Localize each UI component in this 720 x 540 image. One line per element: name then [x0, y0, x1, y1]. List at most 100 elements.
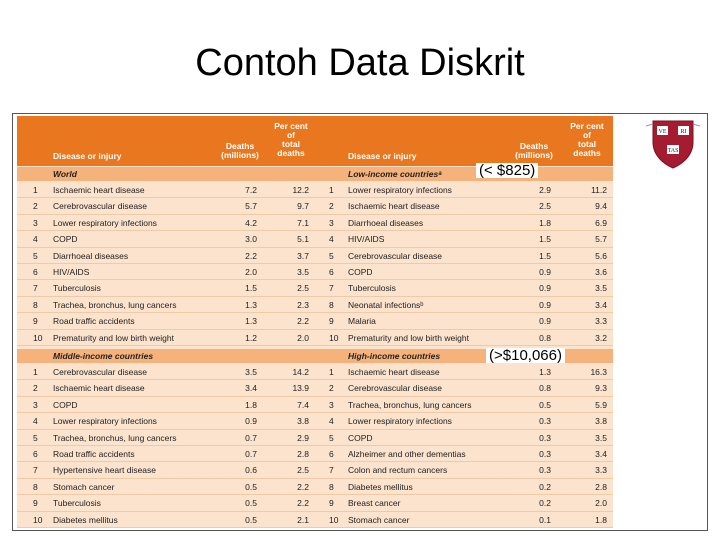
- cell-name: Tuberculosis: [53, 498, 101, 509]
- cell-deaths: 1.3: [245, 299, 257, 310]
- cell-pct: 3.4: [595, 449, 607, 459]
- header-percent-left: Per cent of total deaths: [274, 121, 308, 158]
- cell-pct: 9.7: [297, 201, 309, 212]
- cell-rank: 3: [33, 217, 38, 228]
- cell-name: Ischaemic heart disease: [348, 367, 440, 377]
- cell-name: Road traffic accidents: [53, 316, 135, 327]
- cell-name: Breast cancer: [348, 498, 401, 509]
- cell-pct: 5.9: [595, 399, 607, 410]
- cell-pct: 3.3: [595, 316, 607, 327]
- cell-rank: 10: [33, 332, 43, 343]
- cell-rank: 9: [329, 316, 334, 327]
- cell-pct: 11.2: [591, 185, 607, 195]
- cell-name: Colon and rectum cancers: [348, 465, 448, 476]
- cell-name: Diabetes mellitus: [53, 514, 118, 525]
- cell-name: Trachea, bronchus, lung cancers: [53, 432, 177, 443]
- cell-deaths: 3.4: [245, 383, 257, 394]
- cell-pct: 3.8: [595, 416, 607, 427]
- cell-pct: 3.2: [595, 332, 607, 343]
- cell-pct: 2.0: [297, 332, 309, 343]
- cell-rank: 4: [33, 416, 38, 427]
- cell-rank: 9: [329, 498, 334, 509]
- cell-rank: 6: [329, 267, 334, 277]
- cell-rank: 2: [329, 201, 334, 212]
- table-row: 7 Tuberculosis 1.5 2.5 7 Tuberculosis 0.9 3.5: [17, 280, 613, 297]
- cell-deaths: 0.2: [539, 498, 551, 509]
- table-row: 4 Lower respiratory infections 0.9 3.8 4 Lowe…: [17, 413, 613, 430]
- cell-pct: 2.9: [297, 432, 309, 443]
- cell-pct: 14.2: [292, 367, 309, 377]
- cell-pct: 7.4: [297, 399, 309, 410]
- cell-pct: 2.3: [297, 299, 309, 310]
- cell-pct: 2.5: [297, 283, 309, 294]
- cell-name: Cerebrovascular disease: [53, 201, 148, 212]
- cell-name: Ischaemic heart disease: [348, 201, 440, 212]
- cell-pct: 2.5: [297, 465, 309, 476]
- cell-name: COPD: [53, 234, 78, 245]
- cell-deaths: 0.3: [539, 465, 551, 476]
- cell-deaths: 5.7: [245, 201, 257, 212]
- cell-pct: 3.6: [595, 267, 607, 277]
- header-deaths-left: Deaths (millions): [221, 141, 259, 160]
- cell-pct: 3.7: [297, 250, 309, 261]
- header-deaths-right: Deaths (millions): [515, 141, 553, 160]
- cell-rank: 5: [329, 250, 334, 261]
- cell-pct: 5.1: [297, 234, 309, 245]
- band-middle: Middle-income countries High-income coun…: [17, 349, 613, 363]
- cell-name: Trachea, bronchus, lung cancers: [348, 399, 472, 410]
- cell-deaths: 0.8: [539, 383, 551, 394]
- cell-pct: 9.3: [595, 383, 607, 394]
- cell-deaths: 1.2: [245, 332, 257, 343]
- cell-rank: 8: [329, 481, 334, 492]
- cell-name: Lower respiratory infections: [53, 217, 157, 228]
- cell-rank: 4: [329, 416, 334, 427]
- cell-pct: 7.1: [297, 217, 309, 228]
- cell-deaths: 1.8: [539, 217, 551, 228]
- cell-deaths: 7.2: [245, 185, 257, 195]
- cell-name: COPD: [348, 267, 373, 277]
- table-row: 9 Tuberculosis 0.5 2.2 9 Breast cancer 0.2 2.0: [17, 495, 613, 512]
- slide-title: Contoh Data Diskrit: [195, 42, 525, 84]
- cell-pct: 3.8: [297, 416, 309, 427]
- cell-deaths: 4.2: [245, 217, 257, 228]
- cell-name: Ischaemic heart disease: [53, 185, 145, 195]
- cell-name: Diabetes mellitus: [348, 481, 413, 492]
- cell-rank: 8: [33, 299, 38, 310]
- table-row: 1 Ischaemic heart disease 7.2 12.2 1 Lower re…: [17, 182, 613, 199]
- cell-pct: 2.8: [297, 449, 309, 459]
- table-row: 4 COPD 3.0 5.1 4 HIV/AIDS 1.5 5.7: [17, 231, 613, 248]
- cell-deaths: 0.9: [539, 267, 551, 277]
- cell-rank: 7: [329, 465, 334, 476]
- cell-deaths: 0.3: [539, 449, 551, 459]
- cell-deaths: 0.9: [539, 283, 551, 294]
- table-row: 3 Lower respiratory infections 4.2 7.1 3 Diar…: [17, 215, 613, 232]
- cell-rank: 7: [33, 283, 38, 294]
- cell-rank: 10: [329, 514, 339, 525]
- cell-rank: 4: [33, 234, 38, 245]
- cell-deaths: 0.2: [539, 481, 551, 492]
- band-middle-income: Middle-income countries: [53, 351, 154, 361]
- cell-name: Cerebrovascular disease: [348, 383, 443, 394]
- table-row: 2 Cerebrovascular disease 5.7 9.7 2 Ischaemic…: [17, 198, 613, 215]
- cell-name: Road traffic accidents: [53, 449, 135, 459]
- table-row: 6 Road traffic accidents 0.7 2.8 6 Alzheimer …: [17, 446, 613, 463]
- table-row: 8 Trachea, bronchus, lung cancers 1.3 2.3 8 N…: [17, 297, 613, 314]
- cell-rank: 3: [33, 399, 38, 410]
- cell-deaths: 0.3: [539, 432, 551, 443]
- cell-rank: 3: [329, 217, 334, 228]
- cell-name: Diarrhoeal diseases: [53, 250, 129, 261]
- cell-rank: 5: [329, 432, 334, 443]
- cell-rank: 5: [33, 432, 38, 443]
- cell-name: Stomach cancer: [348, 514, 410, 525]
- table-header: Disease or injury Deaths (millions) Per …: [17, 116, 613, 166]
- low-income-threshold: (< $825): [476, 163, 539, 178]
- cell-rank: 1: [329, 367, 334, 377]
- cell-deaths: 0.7: [245, 432, 257, 443]
- cell-pct: 3.5: [595, 432, 607, 443]
- cell-name: Alzheimer and other dementias: [348, 449, 466, 459]
- cell-name: Cerebrovascular disease: [348, 250, 443, 261]
- cell-rank: 5: [33, 250, 38, 261]
- cell-name: Tuberculosis: [53, 283, 101, 294]
- cell-deaths: 1.8: [245, 399, 257, 410]
- cell-name: Tuberculosis: [348, 283, 396, 294]
